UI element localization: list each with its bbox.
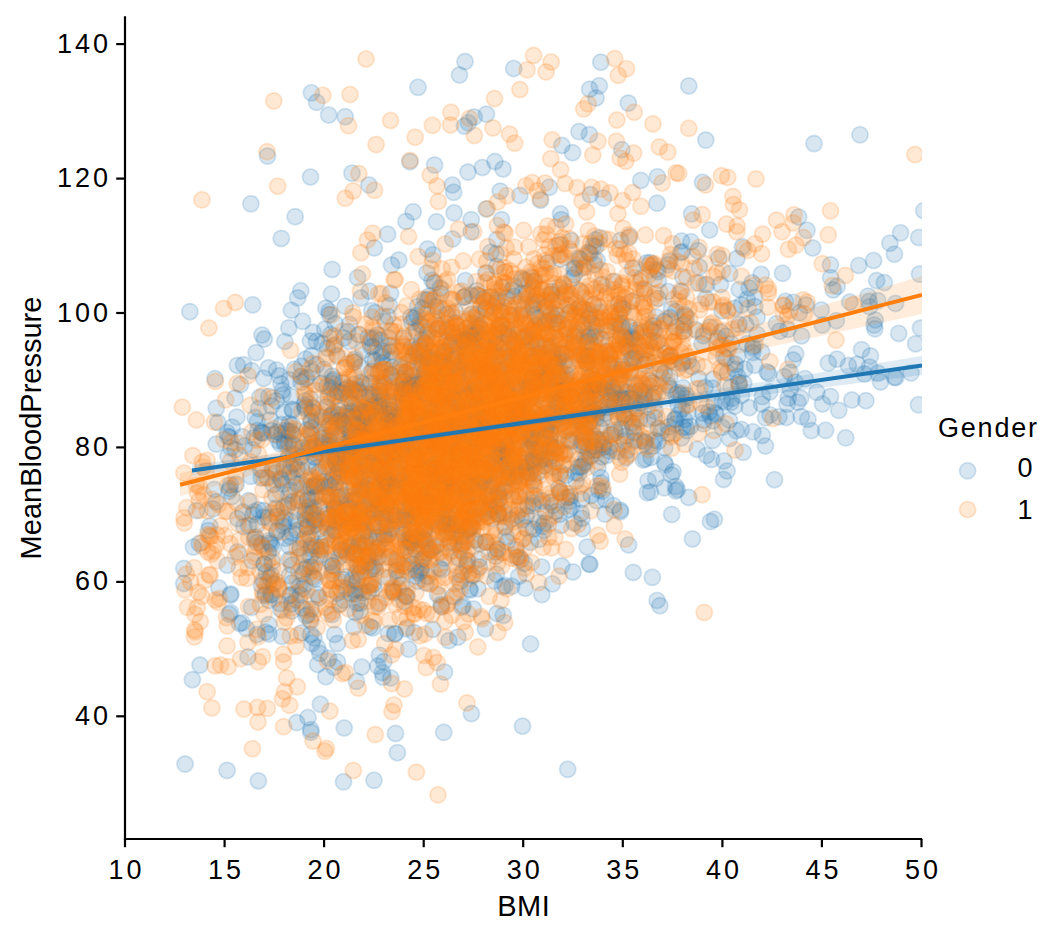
svg-text:40: 40 xyxy=(75,701,111,731)
svg-text:80: 80 xyxy=(75,432,111,462)
svg-text:10: 10 xyxy=(108,855,144,885)
svg-text:20: 20 xyxy=(308,855,344,885)
svg-text:MeanBloodPressure: MeanBloodPressure xyxy=(15,297,47,560)
svg-text:25: 25 xyxy=(407,855,443,885)
svg-text:40: 40 xyxy=(706,855,742,885)
svg-text:Gender: Gender xyxy=(938,413,1039,443)
svg-text:50: 50 xyxy=(905,855,941,885)
svg-text:140: 140 xyxy=(57,29,111,59)
svg-text:120: 120 xyxy=(57,163,111,193)
svg-text:0: 0 xyxy=(1017,453,1032,483)
svg-text:1: 1 xyxy=(1017,495,1032,525)
svg-text:60: 60 xyxy=(75,566,111,596)
svg-text:35: 35 xyxy=(606,855,642,885)
svg-text:BMI: BMI xyxy=(497,890,550,922)
svg-text:30: 30 xyxy=(507,855,543,885)
svg-text:45: 45 xyxy=(805,855,841,885)
svg-text:15: 15 xyxy=(208,855,244,885)
svg-text:100: 100 xyxy=(57,298,111,328)
